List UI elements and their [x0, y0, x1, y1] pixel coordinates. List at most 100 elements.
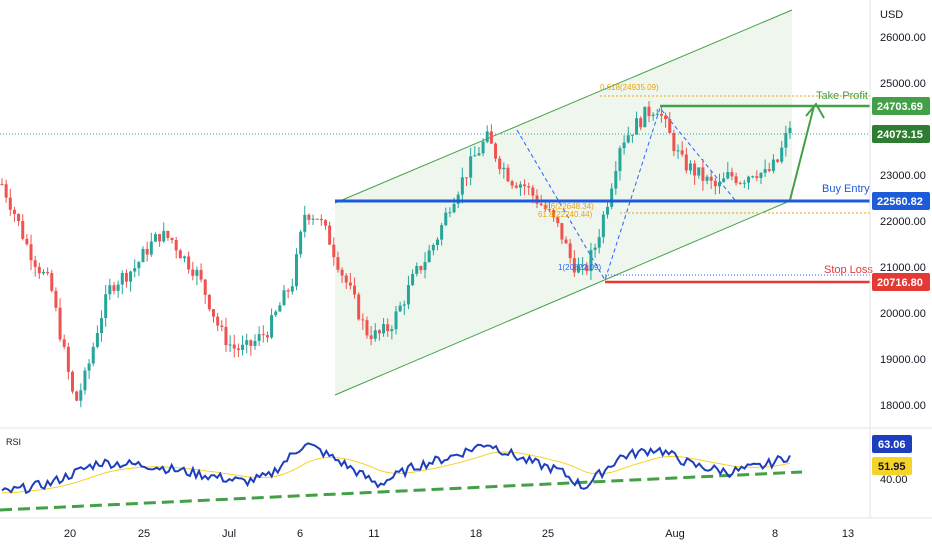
- candle-body: [576, 265, 580, 273]
- candle-body: [62, 339, 66, 347]
- candle-body: [79, 390, 83, 401]
- candle-body: [166, 230, 170, 238]
- candle-body: [688, 163, 692, 171]
- fib-label-1: 1(20822.09): [558, 263, 601, 272]
- candle-body: [742, 182, 746, 184]
- time-tick-7: Aug: [665, 528, 685, 540]
- candle-body: [730, 172, 734, 177]
- candle-body: [41, 271, 45, 274]
- time-tick-0: 20: [64, 528, 76, 540]
- candle-body: [589, 249, 593, 272]
- candle-body: [514, 185, 518, 188]
- time-tick-2: Jul: [222, 528, 236, 540]
- candle-body: [361, 319, 365, 321]
- candle-body: [224, 326, 228, 346]
- price-tick-1: 25000.00: [880, 78, 926, 90]
- price-tick-8: 18000.00: [880, 400, 926, 412]
- candle-body: [643, 106, 647, 128]
- candle-body: [344, 275, 348, 283]
- candle-body: [137, 262, 141, 269]
- currency-label: USD: [880, 9, 903, 21]
- candle-body: [647, 106, 651, 117]
- candle-body: [129, 271, 133, 282]
- candle-body: [440, 225, 444, 240]
- candle-body: [635, 118, 639, 135]
- candle-body: [489, 131, 493, 144]
- candle-body: [560, 223, 564, 240]
- candle-body: [543, 205, 547, 210]
- fib-label-0618: 0.618(24935.09): [600, 83, 659, 92]
- rsi-trendline[interactable]: [0, 470, 803, 512]
- candle-body: [709, 176, 713, 181]
- candle-body: [282, 290, 286, 306]
- candle-body: [0, 184, 4, 186]
- candle-body: [25, 238, 29, 245]
- candle-body: [33, 260, 37, 267]
- time-tick-4: 11: [368, 528, 379, 540]
- candle-body: [784, 133, 788, 148]
- candle-body: [353, 285, 357, 295]
- candle-body: [386, 324, 390, 332]
- candle-body: [4, 184, 8, 198]
- candle-body: [332, 244, 336, 258]
- candle-body: [485, 131, 489, 142]
- candle-body: [759, 172, 763, 179]
- candle-body: [232, 344, 236, 349]
- candle-body: [655, 113, 659, 115]
- candle-body: [767, 169, 771, 171]
- candle-body: [456, 194, 460, 204]
- candle-body: [311, 218, 315, 220]
- candle-body: [348, 282, 352, 286]
- candle-body: [29, 244, 33, 261]
- candle-body: [153, 234, 157, 242]
- candle-body: [261, 334, 265, 336]
- candle-body: [415, 265, 419, 274]
- price-tick-6: 20000.00: [880, 308, 926, 320]
- candle-body: [502, 167, 506, 170]
- candle-body: [527, 186, 531, 188]
- candle-body: [195, 269, 199, 276]
- candle-body: [373, 330, 377, 339]
- candle-body: [618, 148, 622, 172]
- price-tick-0: 26000.00: [880, 32, 926, 44]
- candle-body: [539, 203, 543, 206]
- candle-body: [406, 285, 410, 305]
- candle-body: [531, 187, 535, 196]
- candle-body: [274, 311, 278, 316]
- swing-measure-lines: [516, 106, 736, 282]
- candle-body: [622, 142, 626, 149]
- candle-body: [523, 184, 527, 187]
- take-profit-price: 24703.69: [877, 101, 923, 113]
- candle-body: [265, 335, 269, 338]
- candle-body: [100, 318, 104, 334]
- candle-body: [738, 183, 742, 185]
- candle-body: [568, 243, 572, 259]
- candle-body: [245, 340, 249, 345]
- candle-body: [270, 315, 274, 338]
- candle-body: [133, 268, 137, 272]
- candle-body: [75, 391, 79, 401]
- candle-body: [170, 237, 174, 240]
- time-tick-3: 6: [297, 528, 303, 540]
- candle-body: [427, 250, 431, 263]
- candle-body: [697, 167, 701, 176]
- candle-body: [141, 248, 145, 263]
- candle-body: [95, 333, 99, 347]
- candle-body: [498, 158, 502, 170]
- price-tick-3: 23000.00: [880, 170, 926, 182]
- candle-body: [207, 294, 211, 310]
- candle-body: [747, 176, 751, 183]
- candle-body: [253, 340, 257, 346]
- candle-body: [54, 290, 58, 308]
- candle-body: [572, 258, 576, 273]
- candle-body: [444, 212, 448, 226]
- channel-lower-line[interactable]: [334, 199, 793, 396]
- candle-body: [465, 177, 469, 179]
- candle-body: [286, 290, 290, 292]
- channel-upper-line[interactable]: [334, 9, 793, 204]
- candle-body: [236, 348, 240, 350]
- candle-body: [340, 269, 344, 276]
- candle-body: [771, 159, 775, 171]
- price-tick-labels: 26000.0025000.0024000.0023000.0022000.00…: [880, 32, 926, 412]
